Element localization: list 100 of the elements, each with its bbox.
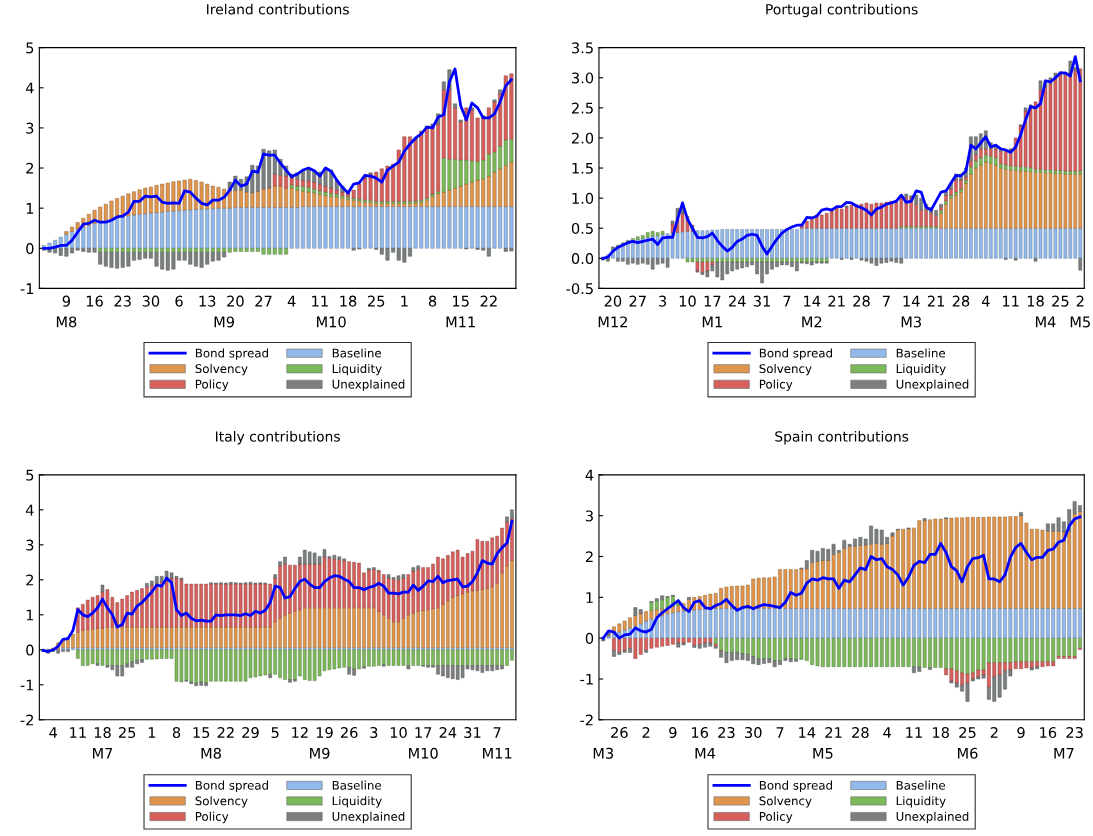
x-tick-label: 3 (659, 295, 667, 307)
legend-label: Policy (195, 811, 229, 824)
y-tick-label: 0.5 (571, 222, 593, 234)
x-tick-label: 14 (799, 727, 816, 738)
y-tick-label: 2.0 (571, 132, 594, 144)
x-tick-label: 17 M1 (702, 295, 722, 328)
y-tick-label: -1 (580, 673, 593, 685)
chart-title: Italy contributions (216, 430, 340, 445)
x-tick-label: 18 (340, 295, 357, 307)
y-tick-label: -2 (20, 714, 34, 726)
x-tick-label: 25 (1052, 295, 1069, 307)
legend-label: Baseline (332, 780, 382, 790)
x-tick-label: 16 (691, 727, 709, 739)
x-tick-label: 31 (753, 295, 770, 307)
x-tick-label: 8 (172, 727, 181, 739)
x-tick-label: 1 (148, 727, 156, 738)
x-tick-label: 4 (49, 727, 57, 738)
x-tick-label: 17 M10 (409, 727, 438, 759)
y-tick-label: 3.5 (572, 42, 593, 54)
y-tick-label: 3 (585, 510, 593, 522)
x-tick-label: 2 M5 (1070, 295, 1090, 328)
x-tick-label: M9 (310, 747, 330, 759)
x-tick-label: 25 M6 (957, 727, 978, 759)
x-tick-label: 15 M11 (446, 295, 475, 328)
legend-label: Policy (195, 379, 229, 391)
chart-title: Ireland contributions (207, 3, 349, 15)
x-tick-label: 5 (271, 727, 279, 739)
y-tick-label: 2 (585, 551, 593, 563)
x-tick-label: 27 (255, 295, 272, 307)
x-tick-label: 14 M3 (901, 295, 921, 328)
x-tick-label: 24 (439, 727, 457, 738)
y-tick-label: -1 (20, 679, 34, 691)
x-tick-label: 8 (428, 295, 437, 307)
x-tick-label: 24 (728, 295, 746, 307)
x-tick-label: 11 (1002, 295, 1019, 307)
legend-label: Policy (759, 379, 793, 391)
x-tick-label: 22 (217, 727, 234, 738)
legend-label: Liquidity (332, 796, 382, 808)
x-tick-label: 6 (175, 295, 183, 307)
x-tick-label: 18 (933, 727, 949, 739)
y-tick-label: 1 (26, 203, 34, 214)
legend-label: Solvency (195, 363, 248, 376)
x-tick-label: M7 (1054, 747, 1074, 759)
x-tick-label: 2 (990, 727, 998, 738)
x-tick-label: 27 (629, 295, 646, 307)
x-tick-label: 11 (70, 727, 86, 738)
legend-label: Unexplained (896, 811, 969, 824)
y-tick-label: 5 (26, 469, 34, 481)
x-tick-label: 9 (1017, 727, 1025, 739)
y-tick-label: -2 (580, 714, 593, 726)
x-tick-label: M4 (695, 747, 716, 759)
x-tick-label: 7 (783, 295, 791, 307)
legend-label: Unexplained (332, 379, 405, 391)
y-tick-label: 4 (25, 82, 34, 94)
x-tick-label: 22 (480, 295, 497, 307)
x-tick-label: M3 (593, 747, 614, 759)
x-tick-label: 7 M11 (483, 727, 512, 759)
x-tick-label: M5 (813, 747, 833, 759)
x-tick-label: 14 M2 (802, 295, 822, 328)
x-tick-label: 25 (118, 727, 136, 739)
x-tick-label: 21 (927, 295, 945, 307)
legend-label: Policy (759, 811, 793, 824)
x-tick-label: 26 (611, 727, 628, 739)
x-tick-label: 29 (242, 727, 259, 739)
legend-label: Unexplained (332, 811, 405, 824)
x-tick-label: 11 (312, 295, 328, 307)
x-tick-label: 18 M7 (92, 727, 113, 759)
x-tick-label: 21 (825, 727, 842, 738)
legend-label: Solvency (759, 363, 812, 376)
x-tick-label: 28 (852, 727, 869, 739)
chart-title: Portugal contributions (766, 3, 918, 18)
y-tick-label: 3 (26, 122, 34, 134)
legend-label: Baseline (332, 348, 382, 358)
y-tick-label: 0 (585, 632, 594, 644)
legend-label: Solvency (759, 796, 812, 808)
x-tick-label: 10 (679, 295, 696, 307)
y-tick-label: 4 (25, 504, 34, 516)
legend-label: Bond spread (759, 780, 832, 793)
y-tick-label: 0.0 (571, 253, 594, 265)
x-tick-label: 7 (882, 295, 890, 307)
x-tick-label: 28 (853, 295, 870, 307)
x-tick-label: 23 (718, 727, 735, 739)
y-tick-label: -1 (20, 283, 34, 294)
x-tick-label: 7 (776, 727, 784, 738)
y-tick-label: 3 (26, 539, 34, 551)
x-tick-label: 31 (464, 727, 481, 739)
x-tick-label: 16 (1040, 727, 1057, 739)
x-tick-label: 10 (390, 727, 407, 739)
y-tick-label: 5 (26, 42, 34, 54)
legend-label: Unexplained (896, 379, 969, 391)
x-tick-label: 19 (316, 727, 333, 739)
y-tick-label: 1 (26, 609, 34, 621)
x-tick-label: 1 (401, 295, 408, 307)
x-tick-label: 23 (114, 295, 131, 307)
x-tick-label: M9 (214, 316, 235, 328)
x-tick-label: 26 (340, 727, 358, 739)
x-tick-label: 15 (193, 727, 210, 739)
x-tick-label: 28 (952, 295, 970, 307)
x-tick-label: 18 (1027, 295, 1044, 307)
x-tick-label: 4 (287, 295, 296, 307)
